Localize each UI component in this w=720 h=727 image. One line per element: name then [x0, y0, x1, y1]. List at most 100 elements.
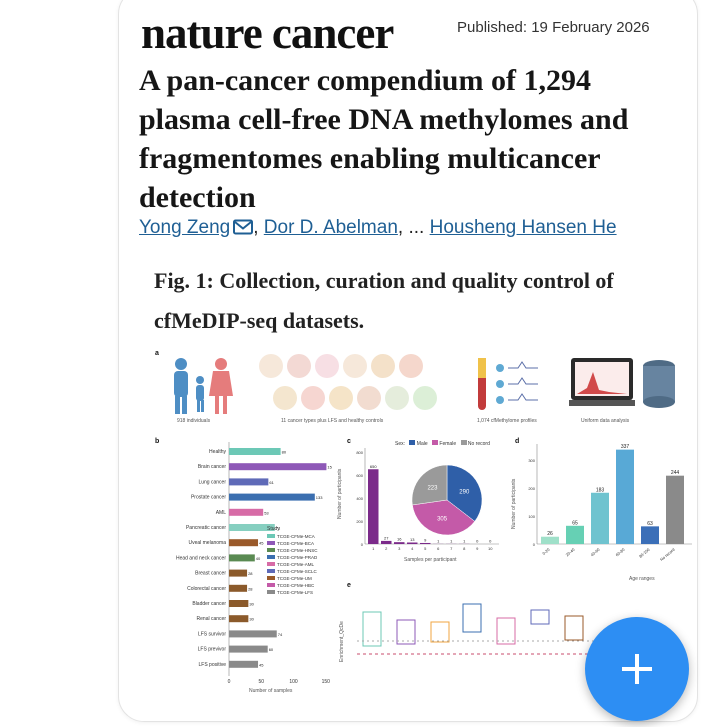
- tick-label: 10: [488, 546, 493, 551]
- legend-label: TCGE-CFMe-BCA: [277, 541, 314, 546]
- panel-e-ylabel: Enrichment_QcDe: [339, 621, 345, 662]
- legend-female: Female: [439, 441, 457, 447]
- legend-label: TCGE-CFMe-HNSC: [277, 548, 318, 553]
- author-separator: ,: [397, 217, 404, 238]
- data-label: 45: [259, 662, 264, 667]
- bar: [229, 554, 255, 562]
- sex-pie-chart: 290 305 223: [411, 464, 483, 536]
- bar: [229, 569, 248, 577]
- bar: [229, 448, 281, 455]
- age-range-bar-chart: 0 100 200 300 26 0-20 65 20-40 183 40-60 337 60-80 6…: [528, 444, 692, 562]
- panel-b-letter: b: [155, 438, 160, 445]
- tick-label: 7: [450, 546, 453, 551]
- bar: [229, 645, 268, 653]
- bar: [420, 542, 431, 544]
- category-label: LFS positive: [198, 662, 226, 668]
- legend-item: TCGE-CFMe-HNSC: [267, 547, 347, 554]
- article-card: nature cancer Published: 19 February 202…: [118, 0, 698, 722]
- tick-label: 100: [289, 679, 298, 685]
- sex-legend: Sex: Male Female No record: [395, 440, 490, 447]
- category-label: Head and neck cancer: [176, 555, 226, 561]
- data-label: 30: [249, 617, 254, 622]
- author-link-housheng-he[interactable]: Housheng Hansen He: [429, 217, 617, 238]
- panel-c-ylabel: Number of participants: [337, 468, 343, 519]
- panel-b-xlabel: Number of samples: [249, 688, 293, 694]
- sample-count-bar-chart: Healthy 80 Brain cancer 151 Lung cancer 61 Pro…: [176, 442, 332, 685]
- category-label: AML: [216, 510, 227, 516]
- tick-label: 60-80: [615, 546, 627, 557]
- pie-slice: [411, 464, 448, 506]
- tick-label: 50: [258, 679, 264, 685]
- tick-label: 4: [411, 546, 414, 551]
- author-link-dor-abelman[interactable]: Dor D. Abelman: [263, 217, 398, 238]
- tick-label: No record: [659, 547, 676, 562]
- panel-e-letter: e: [347, 582, 351, 589]
- legend-item: TCGE-CFMe-BCA: [267, 540, 347, 547]
- data-label: 30: [249, 602, 254, 607]
- bar: [229, 524, 275, 531]
- legend-swatch: [267, 590, 275, 594]
- data-label: 1: [437, 538, 440, 543]
- bar: [591, 492, 609, 544]
- people-illustration: [169, 354, 239, 416]
- author-link-yong-zeng[interactable]: Yong Zeng: [139, 217, 231, 238]
- legend-item: TCGE-CFMe-LFS: [267, 589, 347, 596]
- category-label: Brain cancer: [198, 464, 226, 470]
- bar: [381, 540, 392, 544]
- bar: [229, 600, 249, 607]
- bar: [229, 539, 259, 547]
- legend-swatch: [267, 569, 275, 573]
- legend-label: TCGE-CFMe-AML: [277, 562, 314, 567]
- legend-swatch: [267, 555, 275, 559]
- data-label: 28: [248, 586, 253, 591]
- data-label: 0: [489, 539, 492, 544]
- data-label: 61: [269, 480, 274, 485]
- tick-label: 150: [322, 679, 331, 685]
- laptop-illustration: [569, 354, 679, 416]
- tick-label: 0: [533, 542, 536, 547]
- panel-a-label: Uniform data analysis: [581, 418, 630, 424]
- tick-label: 20-40: [565, 546, 577, 557]
- tick-label: 40-60: [590, 546, 602, 557]
- data-label: 26: [547, 531, 553, 537]
- category-label: Breast cancer: [195, 571, 226, 577]
- legend-label: TCGE-CFMe-MCA: [277, 534, 315, 539]
- data-label: 183: [596, 487, 605, 493]
- mail-icon[interactable]: [233, 219, 254, 241]
- sex-legend-title: Sex:: [395, 441, 406, 447]
- tick-label: 6: [437, 546, 440, 551]
- bar: [666, 475, 684, 544]
- bar: [368, 469, 379, 544]
- more-authors-ellipsis[interactable]: ...: [408, 217, 425, 238]
- category-label: LFS survivor: [198, 631, 226, 637]
- bar: [229, 615, 249, 623]
- legend-label: TCGE-CFMe-LFS: [277, 590, 313, 595]
- tick-label: 100: [528, 514, 535, 519]
- legend-item: TCGE-CFMe-SCLC: [267, 568, 347, 575]
- legend-swatch: [267, 548, 275, 552]
- legend-swatch: [267, 562, 275, 566]
- data-label: 45: [259, 541, 264, 546]
- legend-swatch: [432, 440, 439, 445]
- category-label: Lung cancer: [198, 479, 226, 485]
- data-label: 1: [450, 538, 453, 543]
- data-label: 60: [269, 647, 274, 652]
- category-label: Renal cancer: [197, 616, 227, 622]
- data-label: 16: [397, 537, 402, 542]
- bar: [229, 478, 269, 486]
- legend-item: TCGE-CFMe-PRAD: [267, 554, 347, 561]
- author-separator: ,: [253, 217, 259, 238]
- add-fab-button[interactable]: [585, 617, 689, 721]
- data-label: 244: [671, 470, 680, 476]
- legend-item: TCGE-CFMe-AML: [267, 561, 347, 568]
- journal-masthead[interactable]: nature cancer: [141, 8, 394, 58]
- panel-c-xlabel: Samples per participant: [404, 557, 457, 563]
- tick-label: 800: [356, 450, 363, 455]
- data-label: 40: [256, 556, 261, 561]
- legend-label: TCGE-CFMe-SCLC: [277, 569, 317, 574]
- data-label: 53: [264, 510, 269, 515]
- figure-image[interactable]: a 918 individuals 11 cancer types plus L…: [139, 344, 697, 709]
- data-label: 151: [327, 465, 332, 470]
- data-label: 27: [384, 535, 389, 540]
